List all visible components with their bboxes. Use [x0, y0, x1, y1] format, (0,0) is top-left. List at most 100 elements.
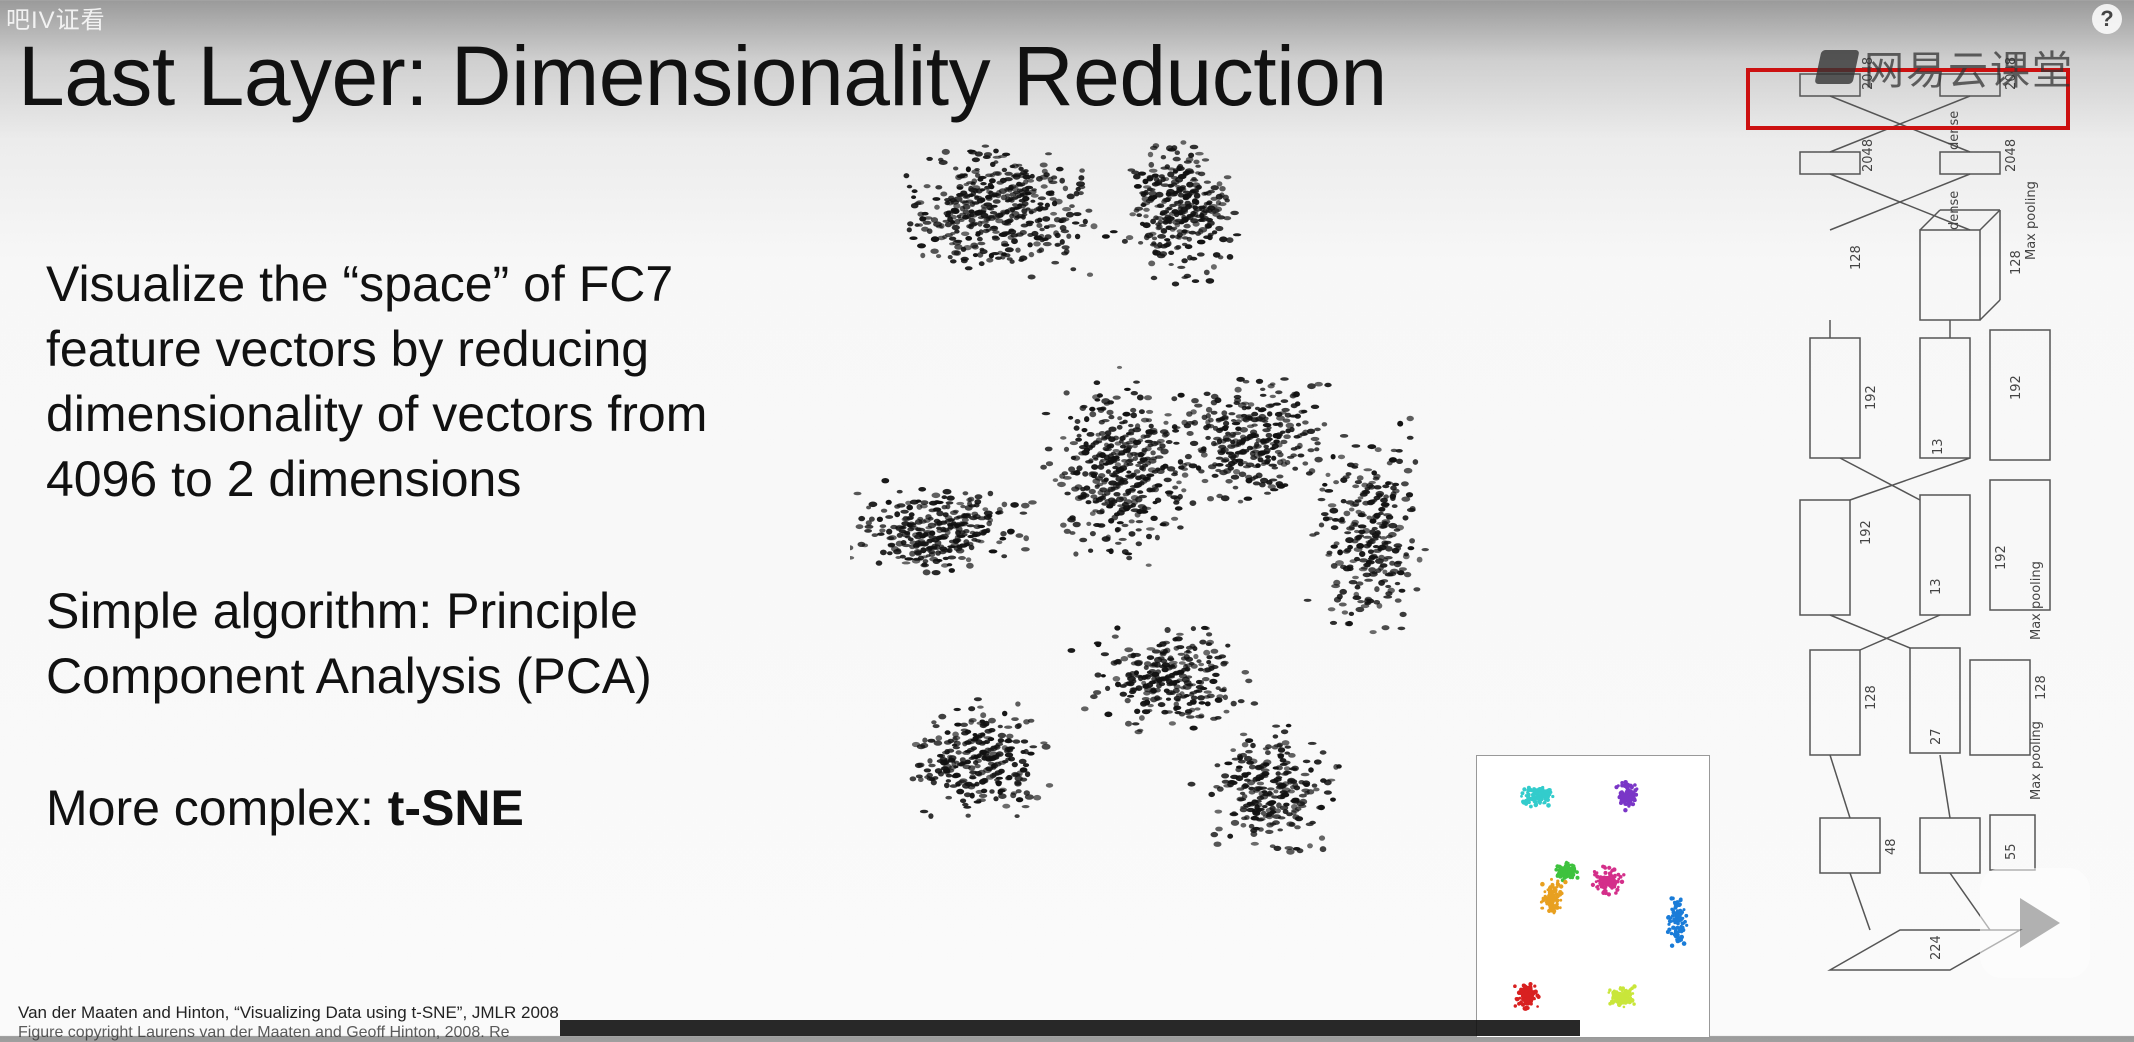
scatter-point	[1084, 416, 1090, 423]
scatter-point	[1119, 691, 1127, 697]
scatter-point	[950, 220, 955, 224]
scatter-point	[1254, 441, 1260, 448]
scatter-point	[1207, 232, 1214, 237]
inset-point	[1527, 1000, 1533, 1005]
scatter-point	[1233, 394, 1242, 400]
scatter-point	[868, 501, 878, 508]
scatter-point	[928, 813, 934, 819]
scatter-point	[1115, 527, 1122, 532]
scatter-point	[1295, 422, 1302, 427]
scatter-point	[1034, 218, 1041, 224]
scatter-point	[1368, 555, 1377, 559]
inset-point	[1599, 875, 1604, 880]
scatter-point	[1374, 447, 1382, 453]
scatter-point	[1015, 533, 1024, 538]
scatter-point	[1333, 541, 1340, 546]
scatter-point	[1072, 521, 1081, 528]
arch-label-2048-a: 2048	[1861, 57, 1876, 90]
scatter-point	[1089, 511, 1096, 516]
scatter-point	[1177, 392, 1185, 398]
scatter-point	[1396, 458, 1403, 464]
scatter-point	[1269, 810, 1277, 814]
scatter-point	[990, 252, 1000, 256]
inset-point	[1520, 992, 1524, 995]
arch-label-maxpool-c: Max pooling	[2029, 721, 2044, 800]
inset-point	[1543, 789, 1548, 794]
scatter-point	[1345, 472, 1352, 476]
scatter-point	[1189, 692, 1195, 697]
scatter-point	[1021, 502, 1030, 509]
scatter-point	[1330, 797, 1336, 802]
scatter-point	[1203, 235, 1211, 239]
scatter-point	[1210, 716, 1218, 721]
scatter-point	[1298, 793, 1307, 798]
scatter-point	[1237, 699, 1245, 704]
scatter-point	[1188, 662, 1195, 666]
scatter-point	[1245, 738, 1254, 743]
scatter-point	[1145, 563, 1152, 567]
scatter-point	[1265, 432, 1273, 438]
scatter-point	[904, 535, 911, 539]
scatter-point	[936, 520, 943, 526]
scatter-point	[1205, 217, 1213, 222]
scatter-point	[1359, 492, 1368, 497]
scatter-point	[1160, 166, 1169, 170]
scatter-point	[1265, 744, 1272, 750]
scatter-point	[917, 243, 926, 249]
scatter-point	[907, 537, 914, 542]
scatter-point	[1230, 210, 1239, 216]
scatter-point	[965, 236, 973, 241]
scatter-cluster	[909, 697, 1054, 819]
scatter-point	[1317, 804, 1325, 811]
scatter-point	[968, 217, 976, 224]
scatter-point	[1250, 831, 1258, 837]
scatter-point	[1125, 720, 1132, 727]
inset-point	[1522, 987, 1526, 991]
inset-point	[1571, 872, 1575, 876]
scatter-point	[1159, 443, 1166, 449]
inset-point	[1526, 986, 1530, 990]
scatter-point	[1125, 235, 1134, 241]
scatter-point	[1326, 550, 1333, 555]
scatter-point	[967, 534, 975, 539]
scatter-point	[1027, 178, 1035, 183]
scatter-point	[1371, 526, 1378, 531]
scatter-point	[1059, 217, 1067, 223]
scatter-point	[950, 259, 957, 264]
scatter-point	[1246, 801, 1254, 806]
scatter-point	[1347, 544, 1353, 550]
scatter-point	[1200, 217, 1207, 223]
inset-point	[1618, 991, 1622, 996]
scatter-point	[1117, 416, 1123, 421]
arch-label-192-d: 192	[1994, 545, 2009, 570]
scatter-point	[1280, 377, 1289, 381]
overlay-tag: 吧IV证看	[6, 7, 106, 34]
play-button[interactable]	[1980, 868, 2090, 978]
scatter-point	[958, 521, 965, 526]
scatter-point	[1098, 419, 1105, 425]
scatter-point	[961, 533, 968, 537]
scatter-point	[1027, 242, 1033, 248]
scatter-point	[1321, 512, 1329, 517]
scatter-point	[1195, 714, 1204, 719]
scatter-point	[1223, 784, 1232, 788]
scatter-point	[1121, 442, 1130, 446]
scatter-point	[1259, 482, 1266, 488]
inset-point	[1520, 794, 1523, 798]
scatter-point	[1398, 588, 1406, 593]
inset-point	[1620, 783, 1625, 788]
scatter-point	[954, 218, 961, 225]
colored-cluster-plot	[1513, 780, 1689, 1011]
scatter-point	[1373, 473, 1381, 479]
inset-point	[1575, 875, 1580, 880]
scatter-point	[971, 157, 980, 163]
scatter-point	[898, 529, 907, 534]
help-button[interactable]: ?	[2092, 4, 2122, 34]
scatter-point	[1126, 470, 1132, 474]
scatter-point	[964, 781, 973, 787]
scatter-point	[948, 539, 955, 544]
scatter-point	[921, 211, 929, 216]
scatter-point	[1025, 220, 1035, 225]
scatter-point	[1280, 430, 1286, 434]
scatter-point	[920, 252, 926, 259]
